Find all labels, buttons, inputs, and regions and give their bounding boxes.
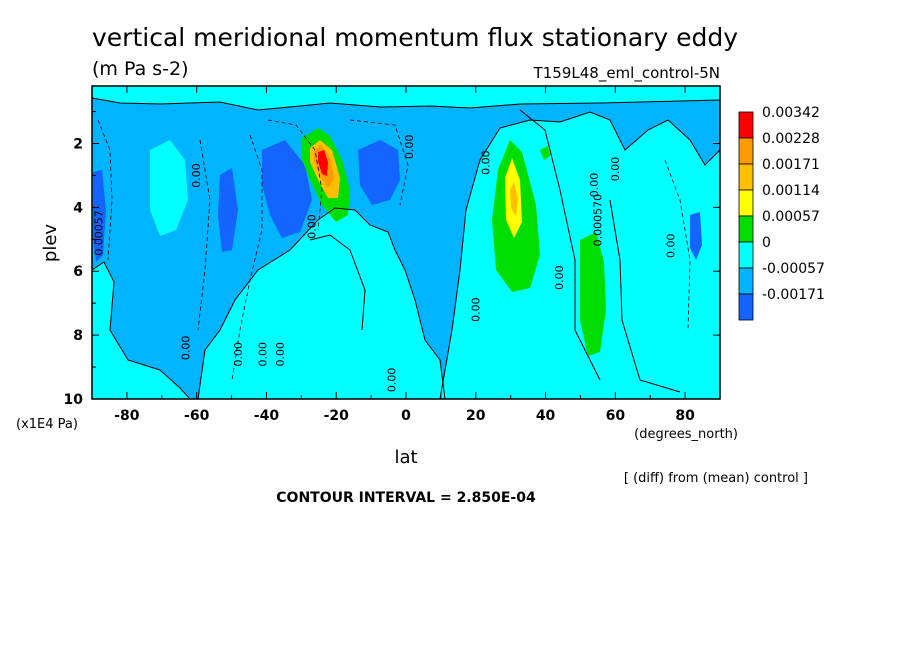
- legend-swatch: [738, 189, 754, 217]
- contour-lines-dashed: [97, 119, 691, 381]
- contour-label: 0.00: [386, 368, 399, 393]
- footnote: [ (diff) from (mean) control ]: [624, 471, 808, 486]
- legend-swatch: [738, 241, 754, 269]
- region-darkblue-4: [358, 140, 400, 205]
- y-axis: 2 4 6 8 10: [64, 111, 720, 408]
- contour-label: 0.00: [609, 157, 622, 182]
- contour-neg-4: [349, 119, 409, 206]
- region-green-small: [540, 146, 550, 160]
- contour-neg-3: [267, 119, 323, 231]
- color-legend: 0.00342 0.00228 0.00171 0.00114 0.00057 0 -0.0…: [738, 105, 825, 321]
- contour-zero-1: [92, 261, 191, 399]
- region-cyan-central: [198, 208, 445, 399]
- y-tick-label: 4: [73, 200, 83, 216]
- legend-label: 0: [762, 235, 771, 251]
- legend-label: 0.00114: [762, 183, 820, 199]
- legend-label: 0.00342: [762, 105, 820, 121]
- x-tick-label: -80: [114, 408, 140, 424]
- run-label: T159L48_eml_control-5N: [533, 64, 720, 83]
- legend-label: -0.00057: [762, 261, 825, 277]
- contour-zero-2: [197, 207, 446, 399]
- region-darkblue-2: [218, 168, 238, 252]
- contour-label: 0.00: [553, 265, 566, 290]
- legend-swatch: [738, 215, 754, 243]
- y-tick-label: 6: [73, 264, 83, 280]
- contour-zero-4: [92, 97, 720, 111]
- contour-pos-3: [609, 199, 681, 393]
- legend-label: 0.00171: [762, 157, 820, 173]
- contour-label: 0.00: [232, 342, 245, 367]
- contour-label: 0.00: [588, 173, 601, 198]
- region-darkblue-3: [262, 140, 312, 238]
- legend-swatch: [738, 137, 754, 165]
- contour-neg-6: [197, 139, 211, 331]
- contour-zero-3: [439, 111, 720, 399]
- region-cyan-sh-mid: [150, 140, 188, 236]
- y-tick-label: 10: [64, 392, 84, 408]
- chart-title: vertical meridional momentum flux statio…: [92, 23, 738, 52]
- region-green-nh-2: [580, 232, 606, 356]
- contour-labels: 0.000.000.000570.00 0.00 0.00 0.000.000.000…: [92, 134, 677, 392]
- contour-label: 0.00: [274, 342, 287, 367]
- y-units-label: (x1E4 Pa): [16, 417, 78, 432]
- contour-pos-1: [309, 234, 366, 331]
- region-cyan-sh-left: [92, 262, 190, 399]
- contour-label: 0.00: [469, 297, 482, 322]
- x-tick-label: 20: [466, 408, 486, 424]
- region-darkblue-1: [93, 170, 106, 262]
- contour-label: 0.00057: [92, 210, 105, 256]
- y-axis-label: plev: [40, 224, 61, 263]
- legend-swatch: [738, 293, 754, 321]
- plot-area: 0.000.000.000570.00 0.00 0.00 0.000.000.000…: [92, 86, 720, 399]
- x-axis: -80 -60 -40 -20 0 20 40 60 80: [91, 86, 721, 424]
- legend-swatch: [738, 267, 754, 295]
- x-tick-label: -20: [324, 408, 350, 424]
- contour-label: 0.00: [180, 336, 193, 361]
- legend-label: -0.00171: [762, 287, 825, 303]
- x-axis-label: lat: [394, 447, 417, 468]
- y-tick-label: 2: [73, 136, 83, 152]
- contour-neg-5: [664, 159, 691, 331]
- x-tick-label: 0: [401, 408, 411, 424]
- x-tick-label: 60: [606, 408, 626, 424]
- contour-label: 0.00: [403, 134, 416, 159]
- strong-negative-regions: [93, 140, 702, 262]
- x-units-label: (degrees_north): [634, 427, 738, 442]
- contour-label: 0.00: [665, 233, 678, 258]
- x-tick-label: -60: [184, 408, 210, 424]
- contour-interval: CONTOUR INTERVAL = 2.850E-04: [276, 490, 536, 506]
- region-red-sh: [318, 150, 328, 176]
- x-tick-label: 80: [675, 408, 695, 424]
- contour-label: 0.00: [256, 342, 269, 367]
- legend-swatch: [738, 163, 754, 191]
- contour-label: 0.000570: [591, 194, 604, 247]
- contour-neg-1: [97, 119, 113, 261]
- region-cyan-top: [92, 86, 720, 110]
- legend-swatch: [738, 111, 754, 139]
- legend-label: 0.00228: [762, 131, 820, 147]
- x-tick-label: 40: [536, 408, 556, 424]
- contour-label: 0.00: [190, 163, 203, 188]
- legend-label: 0.00057: [762, 209, 820, 225]
- contour-lines: [92, 97, 720, 399]
- contour-pos-2: [519, 109, 601, 381]
- positive-maxima: [302, 128, 606, 356]
- chart-units: (m Pa s-2): [92, 58, 189, 80]
- region-darkblue-5: [690, 212, 702, 260]
- x-tick-label: -40: [254, 408, 280, 424]
- region-orange-nh: [510, 182, 518, 216]
- contour-label: 0.00: [480, 150, 493, 175]
- contour-label: 0.00: [305, 214, 318, 239]
- y-tick-label: 8: [73, 328, 83, 344]
- contour-neg-2: [231, 134, 263, 381]
